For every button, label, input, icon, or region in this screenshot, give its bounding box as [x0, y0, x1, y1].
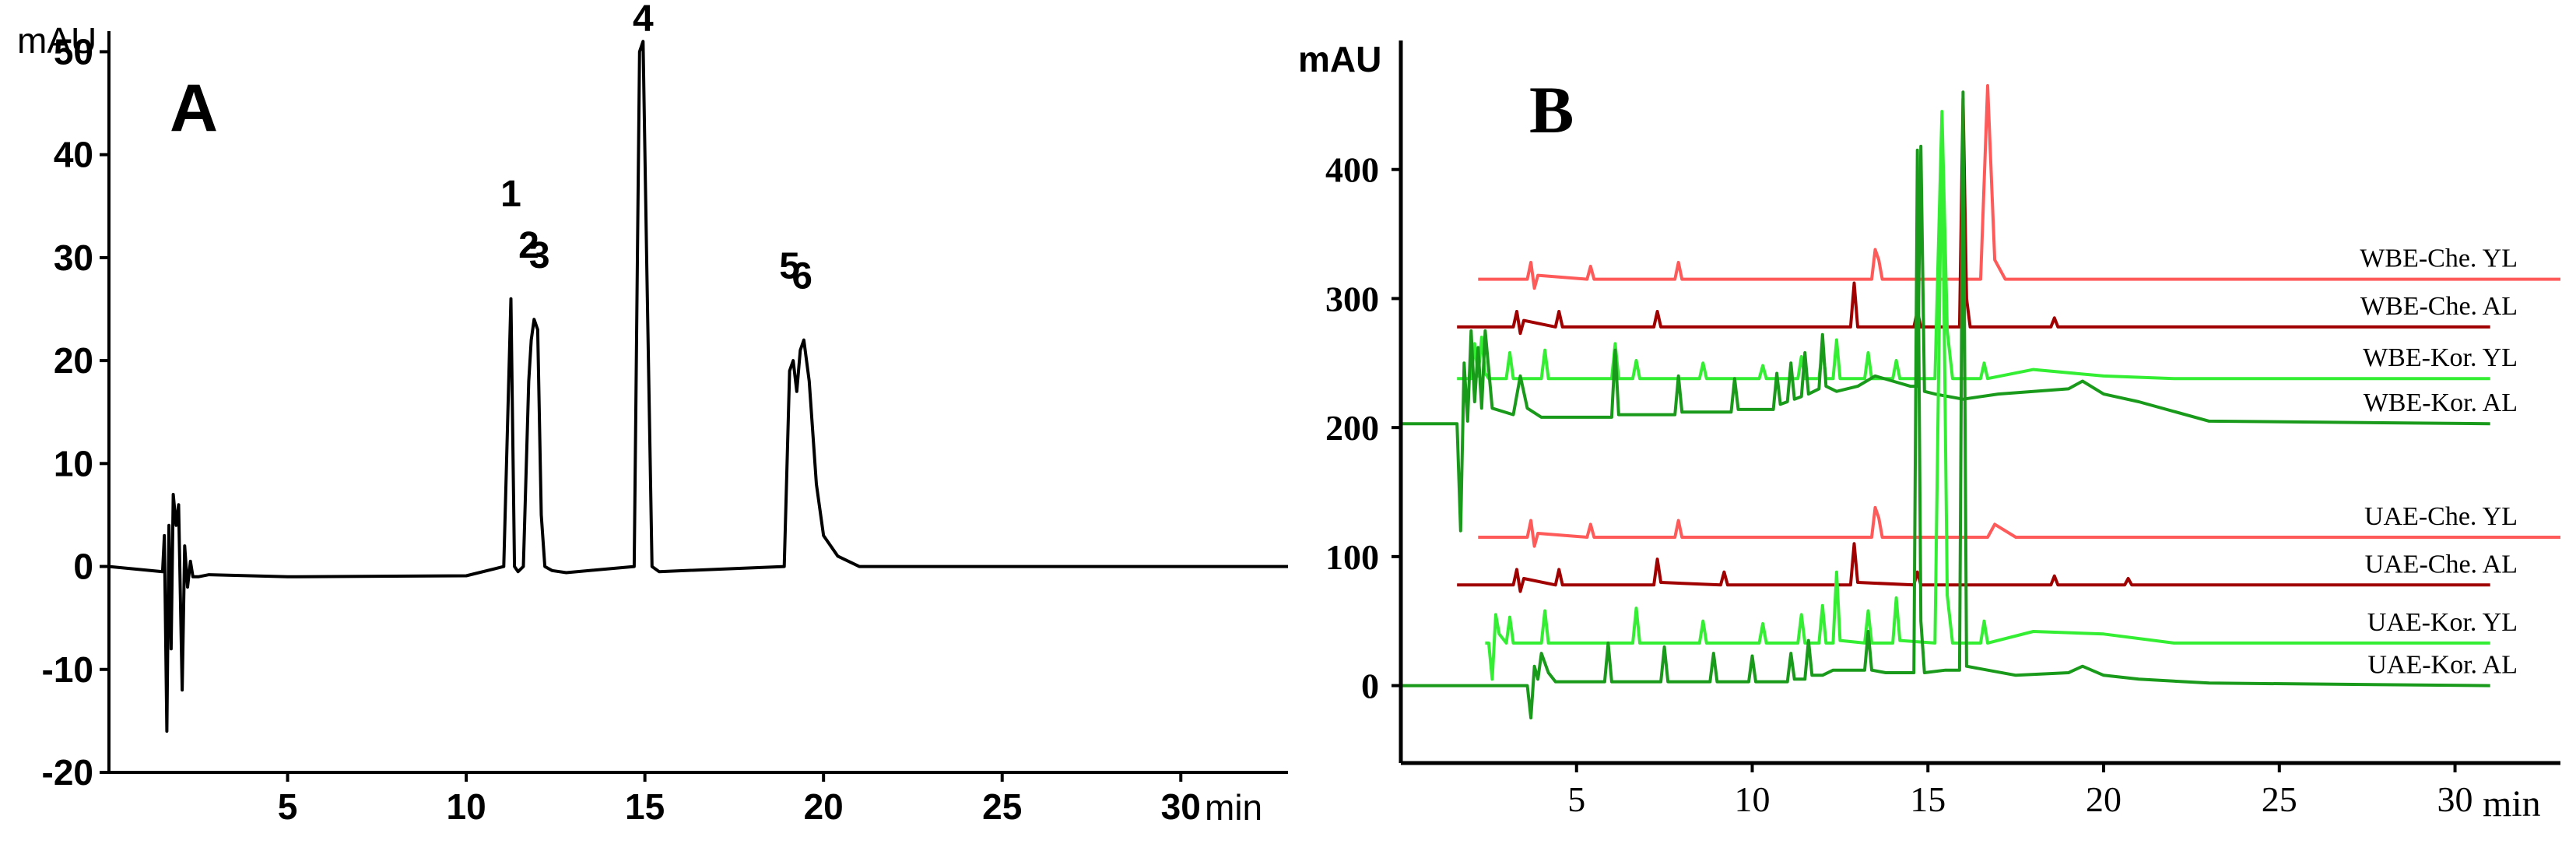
panel-b-panel-label: B: [1529, 72, 1574, 147]
panel-a-peak-label: 5: [779, 245, 800, 287]
panel-b-series-label: WBE-Kor. AL: [2364, 389, 2518, 417]
panel-a-series-line: [108, 40, 1288, 733]
panel-b-y-tick-label: 100: [1325, 537, 1379, 577]
panel-a-y-tick-label: 0: [73, 547, 93, 587]
panel-b-y-tick-label: 200: [1325, 408, 1379, 448]
panel-a-y-tick-label: 40: [54, 135, 93, 175]
panel-b-series-line: [1457, 110, 2490, 381]
panel-b-series-label: WBE-Che. YL: [2360, 244, 2518, 273]
panel-a-x-tick-label: 30: [1161, 786, 1201, 827]
panel-a-peak-label: 4: [633, 0, 654, 40]
panel-b-series-label: UAE-Kor. YL: [2367, 608, 2518, 637]
panel-a-peak-label: 3: [529, 235, 550, 276]
panel-b-series-line: [1457, 97, 2490, 336]
panel-b-series-line: [1485, 122, 2490, 681]
panel-a-y-tick-label: 20: [54, 340, 93, 381]
panel-a-x-tick-label: 10: [447, 786, 486, 827]
panel-b-x-tick-label: 10: [1735, 779, 1771, 819]
panel-a-peak-label: 6: [791, 256, 812, 297]
panel-a-y-tick-label: 30: [54, 237, 93, 278]
panel-b-y-tick-label: 0: [1361, 666, 1379, 706]
panel-b-chart: WBE-Che. YL WBE-Che. AL WBE-Kor. YL WBE-Kor…: [1298, 39, 2560, 825]
panel-a-peak-label: 1: [500, 174, 521, 215]
panel-b-series-line: [1478, 505, 2560, 548]
panel-a-x-tick-label: 25: [982, 786, 1022, 827]
panel-b-x-axis-label: min: [2483, 783, 2541, 825]
panel-a-y-tick-label: 10: [54, 443, 93, 484]
panel-b-y-axis-label: mAU: [1298, 39, 1381, 79]
panel-b-series-label: WBE-Che. AL: [2360, 292, 2518, 321]
panel-b-ticks: 5 10 15 20 25 30 400 300 200 100 0: [1325, 150, 2473, 819]
panel-a-peak-label: 2: [518, 225, 539, 266]
panel-b-series-line: [1478, 84, 2560, 290]
panel-b-plot-area: WBE-Che. YL WBE-Che. AL WBE-Kor. YL WBE-Kor…: [1401, 84, 2560, 719]
panel-b-y-tick-label: 300: [1325, 279, 1379, 318]
panel-a-y-axis-label: mAU: [17, 20, 97, 61]
panel-b-series-label: UAE-Che. YL: [2364, 502, 2518, 531]
panel-a-y-tick-label: -10: [42, 649, 93, 690]
panel-b-x-tick-label: 30: [2437, 779, 2473, 819]
panel-a-x-axis-label: min: [1205, 787, 1262, 828]
panel-a-x-tick-label: 20: [804, 786, 844, 827]
panel-b-series-line: [1457, 542, 2490, 593]
panel-b-series-line: [1401, 90, 2490, 719]
panel-a-plot-area: 1 23 4 56: [108, 0, 1288, 733]
panel-a-y-tick-label: 50: [54, 31, 93, 72]
panel-a-y-tick-label: -20: [42, 752, 93, 793]
panel-b-x-tick-label: 20: [2086, 779, 2122, 819]
panel-b-x-tick-label: 15: [1910, 779, 1946, 819]
panel-b-x-tick-label: 25: [2262, 779, 2297, 819]
panel-b-series-label: UAE-Kor. AL: [2367, 651, 2518, 680]
panel-b-series-label: UAE-Che. AL: [2365, 550, 2518, 578]
panel-b-x-tick-label: 5: [1567, 779, 1585, 819]
panel-a-x-tick-label: 5: [278, 786, 298, 827]
panel-a-panel-label: A: [170, 71, 218, 146]
panel-a-x-tick-label: 15: [625, 786, 665, 827]
panel-b-series-label: WBE-Kor. YL: [2363, 343, 2518, 372]
panel-b-y-tick-label: 400: [1325, 150, 1379, 190]
